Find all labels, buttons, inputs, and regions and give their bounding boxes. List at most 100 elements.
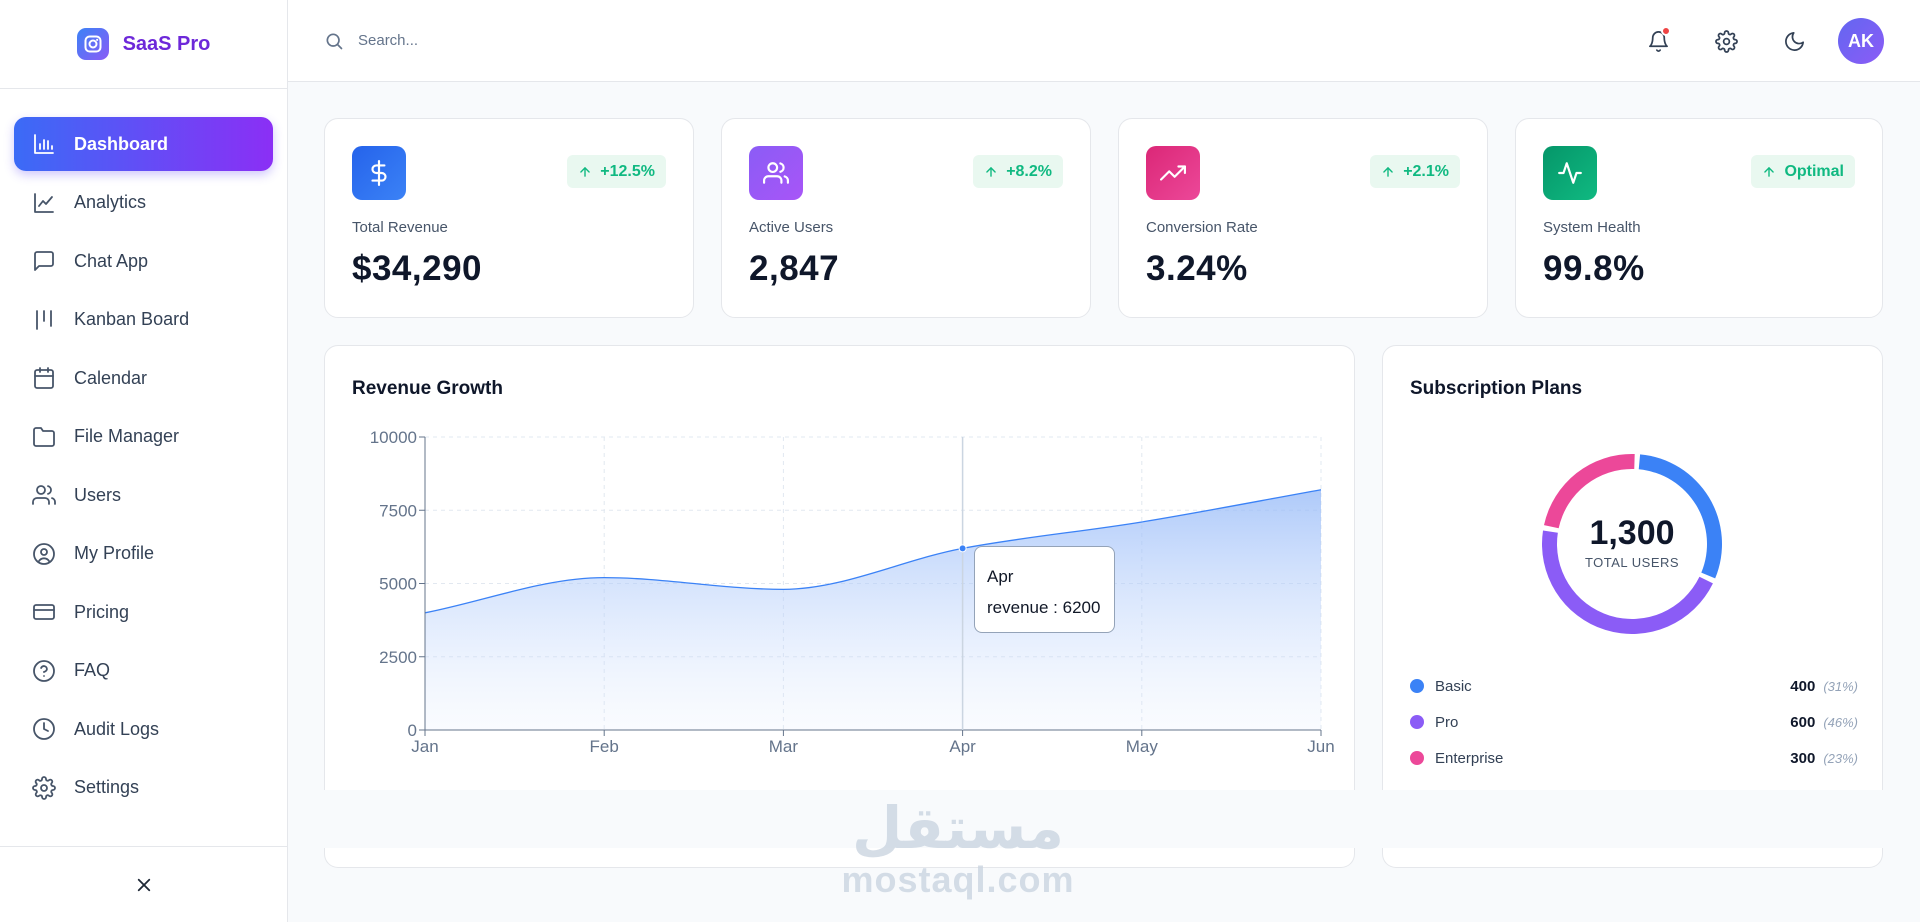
stat-card-total-revenue: +12.5% Total Revenue $34,290	[324, 118, 694, 318]
trend-badge: +8.2%	[973, 155, 1063, 188]
trend-badge: +12.5%	[567, 155, 666, 188]
sidebar-item-label: File Manager	[74, 426, 180, 446]
gear-icon	[1714, 29, 1738, 53]
sidebar-nav: Dashboard Analytics Chat App Kanban Boar…	[0, 89, 287, 815]
stat-value: $34,290	[352, 249, 483, 288]
sidebar-item-faq[interactable]: FAQ	[14, 644, 273, 698]
brand-logo-icon	[76, 28, 109, 60]
watermark-arabic: مستقل	[851, 794, 1065, 862]
donut-slice-basic[interactable]	[1638, 454, 1722, 579]
bar-chart-icon	[34, 134, 54, 154]
sidebar-item-settings[interactable]: Settings	[14, 761, 273, 815]
sidebar-item-label: Dashboard	[74, 133, 169, 154]
folder-icon	[33, 426, 55, 447]
stat-label: Active Users	[749, 219, 834, 236]
trend-badge: Optimal	[1751, 155, 1855, 188]
sidebar-item-pricing[interactable]: Pricing	[14, 585, 273, 639]
donut-slice-pro[interactable]	[1542, 530, 1713, 634]
sidebar-item-dashboard[interactable]: Dashboard	[14, 117, 273, 171]
sidebar-item-my-profile[interactable]: My Profile	[14, 527, 273, 581]
stat-value: 2,847	[749, 249, 840, 288]
sidebar-item-label: Users	[74, 484, 122, 505]
y-tick-label: 2500	[379, 648, 417, 667]
legend-dot	[1410, 715, 1424, 729]
revenue-area	[425, 489, 1321, 730]
subscription-panel-bottom-edge	[1382, 848, 1883, 868]
page-bottom-area	[288, 790, 1920, 922]
message-square-icon	[34, 251, 54, 271]
activity-icon	[1543, 146, 1597, 200]
sidebar-item-analytics[interactable]: Analytics	[14, 176, 273, 230]
legend-value: 300	[1790, 749, 1816, 767]
legend-item-basic: Basic 400 (31%)	[1410, 674, 1858, 698]
donut-total-value: 1,300	[1589, 514, 1675, 552]
help-circle-icon	[33, 659, 55, 682]
active-data-point[interactable]	[958, 544, 967, 553]
settings-button[interactable]	[1702, 17, 1750, 65]
arrow-up-icon	[1764, 166, 1775, 177]
x-tick-label: Jan	[411, 737, 438, 756]
brand[interactable]: SaaS Pro	[0, 0, 287, 89]
line-chart-icon	[34, 192, 54, 213]
dollar-icon	[352, 146, 406, 200]
subscription-donut-chart	[1542, 454, 1722, 634]
panel-title: Subscription Plans	[1410, 378, 1583, 399]
credit-card-icon	[33, 604, 55, 620]
legend-name: Enterprise	[1435, 749, 1504, 767]
trend-badge: +2.1%	[1370, 155, 1460, 188]
watermark: مستقل mostaql.com	[838, 795, 1078, 899]
legend-dot	[1410, 679, 1424, 693]
kanban-icon	[36, 309, 52, 330]
stat-label: System Health	[1543, 219, 1641, 236]
panel-title: Revenue Growth	[352, 378, 503, 399]
notifications-button[interactable]	[1634, 17, 1682, 65]
sidebar-item-calendar[interactable]: Calendar	[14, 351, 273, 405]
legend-pct: (23%)	[1823, 750, 1858, 766]
donut-slice-enterprise[interactable]	[1543, 454, 1635, 529]
legend-name: Pro	[1435, 713, 1459, 731]
users-icon	[32, 485, 56, 505]
notification-dot	[1661, 26, 1671, 36]
legend-item-enterprise: Enterprise 300 (23%)	[1410, 746, 1858, 770]
donut-center: 1,300 TOTAL USERS	[1542, 514, 1722, 570]
sidebar-item-label: Calendar	[74, 367, 148, 388]
brand-name: SaaS Pro	[122, 32, 211, 55]
sidebar-item-file-manager[interactable]: File Manager	[14, 410, 273, 464]
y-tick-label: 0	[408, 721, 417, 740]
bell-icon	[1648, 30, 1668, 52]
legend-pct: (31%)	[1823, 678, 1858, 694]
stat-value: 3.24%	[1146, 249, 1248, 288]
clock-icon	[33, 718, 55, 740]
calendar-icon	[34, 367, 54, 389]
sidebar: SaaS Pro Dashboard Analytics Chat App Ka…	[0, 0, 288, 922]
arrow-up-icon	[580, 166, 591, 177]
sidebar-item-audit-logs[interactable]: Audit Logs	[14, 702, 273, 756]
y-tick-label: 7500	[379, 501, 417, 520]
sidebar-item-label: Kanban Board	[74, 309, 190, 329]
legend-value: 600	[1790, 713, 1816, 731]
x-tick-label: Mar	[769, 737, 799, 756]
avatar[interactable]: AK	[1838, 18, 1884, 64]
close-icon	[137, 878, 151, 891]
sidebar-item-label: Analytics	[74, 192, 147, 212]
stat-card-system-health: Optimal System Health 99.8%	[1515, 118, 1883, 318]
y-tick-label: 5000	[379, 575, 417, 594]
stat-value: 99.8%	[1543, 249, 1645, 288]
topbar: AK	[288, 0, 1920, 82]
sidebar-footer	[0, 846, 288, 922]
gear-icon	[32, 775, 56, 800]
arrow-up-icon	[1383, 166, 1393, 177]
sidebar-item-label: Chat App	[74, 250, 149, 271]
subscription-plans-panel: Subscription Plans	[1382, 345, 1883, 850]
x-tick-label: Apr	[949, 737, 976, 756]
user-circle-icon	[33, 542, 55, 565]
search-input[interactable]	[358, 32, 758, 49]
sidebar-item-chat-app[interactable]: Chat App	[14, 234, 273, 288]
sidebar-item-label: My Profile	[74, 543, 155, 563]
x-tick-label: Feb	[590, 737, 619, 756]
sidebar-item-users[interactable]: Users	[14, 468, 273, 522]
sidebar-item-kanban-board[interactable]: Kanban Board	[14, 293, 273, 347]
theme-toggle-button[interactable]	[1770, 17, 1818, 65]
legend-pct: (46%)	[1823, 714, 1858, 730]
close-sidebar-button[interactable]	[126, 867, 162, 903]
